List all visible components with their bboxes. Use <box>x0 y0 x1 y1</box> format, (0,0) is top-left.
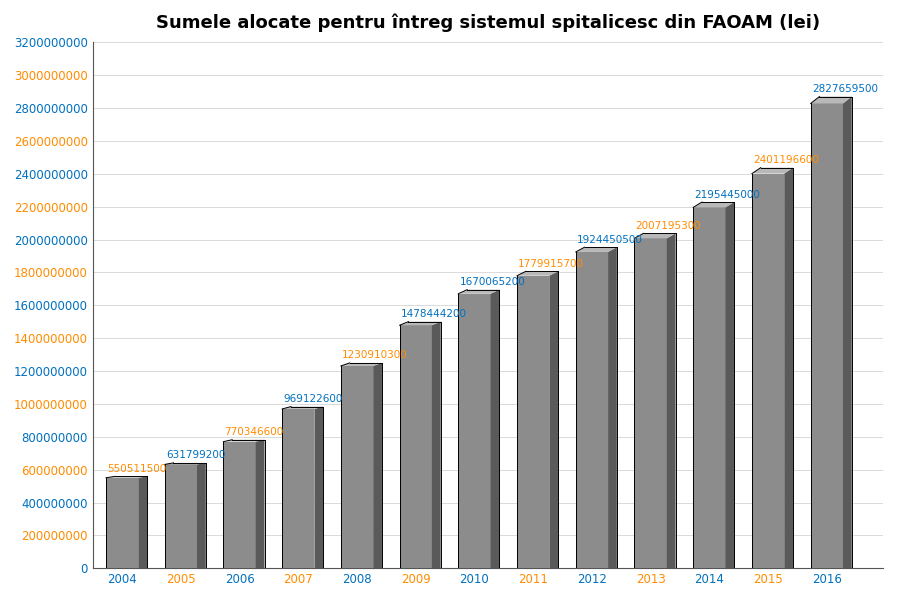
Polygon shape <box>517 275 549 568</box>
Text: 2827659500: 2827659500 <box>812 84 878 94</box>
Polygon shape <box>458 294 491 568</box>
Polygon shape <box>223 442 256 568</box>
Polygon shape <box>693 202 734 208</box>
Polygon shape <box>256 440 265 568</box>
Polygon shape <box>811 103 843 568</box>
Polygon shape <box>576 247 616 252</box>
Polygon shape <box>576 252 608 568</box>
Polygon shape <box>811 97 851 103</box>
Polygon shape <box>549 271 558 568</box>
Text: 2401196600: 2401196600 <box>753 155 819 165</box>
Polygon shape <box>341 366 374 568</box>
Polygon shape <box>725 202 734 568</box>
Text: 1230910300: 1230910300 <box>342 350 408 361</box>
Text: 1670065200: 1670065200 <box>460 277 526 287</box>
Text: 770346600: 770346600 <box>225 427 284 437</box>
Text: 1779915700: 1779915700 <box>518 259 584 269</box>
Polygon shape <box>400 325 432 568</box>
Polygon shape <box>843 97 851 568</box>
Text: 1924450500: 1924450500 <box>577 235 643 245</box>
Text: 2195445000: 2195445000 <box>695 190 760 200</box>
Polygon shape <box>197 463 206 568</box>
Title: Sumele alocate pentru întreg sistemul spitalicesc din FAOAM (lei): Sumele alocate pentru întreg sistemul sp… <box>156 14 820 32</box>
Polygon shape <box>693 208 725 568</box>
Polygon shape <box>634 238 667 568</box>
Polygon shape <box>106 476 147 478</box>
Polygon shape <box>374 363 382 568</box>
Text: 1478444200: 1478444200 <box>400 309 467 319</box>
Polygon shape <box>517 271 558 275</box>
Text: 550511500: 550511500 <box>107 464 166 474</box>
Polygon shape <box>223 440 265 442</box>
Polygon shape <box>165 464 197 568</box>
Polygon shape <box>634 233 676 238</box>
Polygon shape <box>784 167 793 568</box>
Polygon shape <box>341 363 382 366</box>
Text: 969122600: 969122600 <box>284 394 343 404</box>
Polygon shape <box>752 173 784 568</box>
Polygon shape <box>491 290 500 568</box>
Polygon shape <box>667 233 676 568</box>
Polygon shape <box>432 322 441 568</box>
Text: 631799200: 631799200 <box>166 451 225 460</box>
Polygon shape <box>106 478 139 568</box>
Polygon shape <box>458 290 500 294</box>
Polygon shape <box>282 409 314 568</box>
Text: 2007195300: 2007195300 <box>635 221 701 231</box>
Polygon shape <box>400 322 441 325</box>
Polygon shape <box>608 247 617 568</box>
Polygon shape <box>139 476 147 568</box>
Polygon shape <box>314 407 323 568</box>
Polygon shape <box>282 407 323 409</box>
Polygon shape <box>165 463 206 464</box>
Polygon shape <box>752 167 793 173</box>
